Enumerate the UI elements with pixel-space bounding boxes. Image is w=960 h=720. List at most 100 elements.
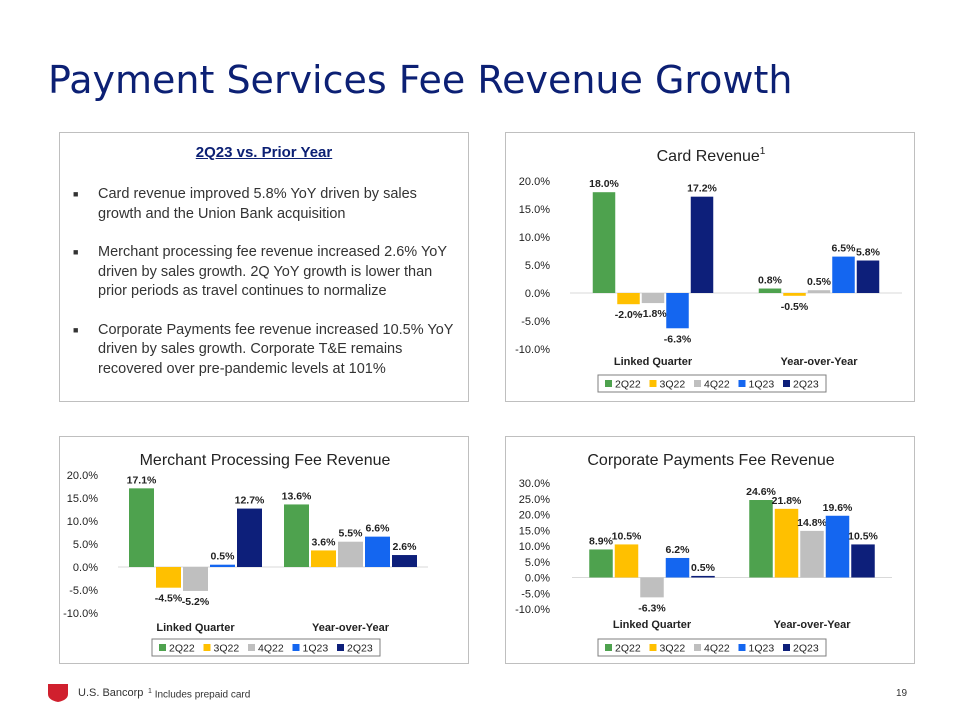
square-bullet-icon: ■: [73, 189, 79, 199]
chart-title: Corporate Payments Fee Revenue: [587, 452, 834, 469]
category-label: Linked Quarter: [613, 619, 692, 631]
data-label: 10.5%: [848, 530, 878, 542]
legend-swatch-2q22: [605, 380, 612, 387]
category-label: Year-over-Year: [773, 619, 851, 631]
data-label: 12.7%: [235, 495, 265, 507]
y-tick-label: 0.0%: [73, 562, 98, 574]
y-tick-label: 20.0%: [519, 510, 550, 522]
data-label: 24.6%: [746, 486, 776, 498]
legend-swatch-2q22: [605, 644, 612, 651]
data-label: 6.6%: [366, 523, 391, 535]
card-revenue-chart: Card Revenue1 20.0% 15.0% 10.0% 5.0% 0.0% -5.0…: [515, 146, 902, 393]
data-label: -2.0%: [615, 309, 643, 321]
bar-2q22: [589, 549, 613, 578]
bar-1q23: [666, 293, 689, 329]
y-tick-label: 25.0%: [519, 494, 550, 506]
legend-swatch-3q22: [203, 644, 211, 651]
summary-bullet-text: Card revenue improved 5.8% YoY driven by…: [98, 186, 417, 222]
data-label: 10.5%: [612, 530, 642, 542]
y-tick-label: 5.0%: [525, 260, 550, 272]
us-bancorp-shield-icon: [48, 684, 68, 702]
bar-2q22: [592, 192, 616, 293]
bar-3q22: [614, 544, 639, 578]
data-label: -4.5%: [155, 593, 183, 605]
data-label: -6.3%: [638, 602, 666, 614]
card-revenue-chart-panel: Card Revenue1 20.0% 15.0% 10.0% 5.0% 0.0% -5.0…: [505, 132, 915, 402]
footnote-text: Includes prepaid card: [154, 689, 251, 701]
bar-2q23: [851, 544, 875, 578]
bar-4q22: [641, 293, 665, 304]
summary-bullet-text: Merchant processing fee revenue increase…: [98, 244, 447, 299]
summary-box: 2Q23 vs. Prior Year ■ Card revenue improv…: [59, 132, 469, 402]
page-title: Payment Services Fee Revenue Growth: [48, 58, 793, 102]
bar-2q23: [856, 260, 880, 293]
merchant-processing-chart: Merchant Processing Fee Revenue 20.0% 15.0…: [63, 452, 428, 657]
bar-4q22: [640, 577, 664, 598]
category-label: Linked Quarter: [156, 622, 235, 634]
data-label: 0.5%: [807, 276, 832, 288]
legend-label: 2Q23: [793, 643, 819, 655]
data-label: 17.1%: [127, 474, 157, 486]
legend-label: 4Q22: [258, 643, 284, 655]
y-tick-label: 20.0%: [519, 176, 550, 188]
merchant-processing-chart-panel: Merchant Processing Fee Revenue 20.0% 15.0…: [59, 436, 469, 664]
y-tick-label: 10.0%: [519, 541, 550, 553]
bar-3q22: [774, 508, 799, 578]
summary-heading: 2Q23 vs. Prior Year: [195, 144, 333, 161]
legend-label: 3Q22: [660, 643, 686, 655]
corporate-payments-chart: Corporate Payments Fee Revenue 30.0% 25.0%…: [515, 452, 892, 657]
data-label: 8.9%: [589, 535, 614, 547]
bar-4q22: [807, 290, 831, 293]
chart-title-superscript: 1: [760, 146, 766, 157]
chart-title: Card Revenue1: [657, 146, 766, 165]
legend-swatch-2q22: [159, 644, 166, 651]
y-tick-label: 10.0%: [67, 516, 98, 528]
data-label: 0.8%: [758, 275, 783, 287]
category-label: Year-over-Year: [780, 356, 858, 368]
legend-box: [597, 374, 827, 393]
bar-1q23: [665, 557, 690, 578]
legend-label: 1Q23: [303, 643, 329, 655]
bar-2q23: [392, 555, 417, 567]
legend-label: 2Q23: [347, 643, 373, 655]
data-label: 0.5%: [211, 551, 236, 563]
data-label: -0.5%: [781, 301, 809, 313]
bar-2q22: [284, 504, 309, 567]
legend-label: 2Q23: [793, 379, 819, 391]
legend-swatch-1q23: [292, 644, 300, 651]
legend-swatch-4q22: [694, 380, 701, 387]
category-label: Linked Quarter: [614, 356, 693, 368]
data-label: 19.6%: [823, 502, 853, 514]
legend-label: 1Q23: [749, 643, 775, 655]
bar-1q23: [210, 564, 235, 567]
legend-swatch-2q23: [783, 380, 790, 387]
data-label: 21.8%: [772, 495, 802, 507]
y-tick-label: -5.0%: [69, 585, 98, 597]
bar-2q23: [690, 196, 714, 293]
y-tick-label: 5.0%: [525, 557, 550, 569]
bar-3q22: [783, 293, 806, 296]
y-tick-label: 10.0%: [519, 232, 550, 244]
bar-4q22: [183, 567, 208, 591]
legend-swatch-3q22: [649, 380, 657, 387]
legend-label: 2Q22: [615, 643, 641, 655]
data-label: 18.0%: [589, 178, 619, 190]
chart-title: Merchant Processing Fee Revenue: [140, 452, 391, 469]
legend-swatch-1q23: [738, 644, 746, 651]
legend-swatch-2q23: [337, 644, 344, 651]
data-label: 0.5%: [691, 562, 716, 574]
summary-bullet-list: ■ Card revenue improved 5.8% YoY driven b…: [70, 185, 462, 398]
data-label: 5.8%: [856, 247, 881, 259]
summary-bullet-text: Corporate Payments fee revenue increased…: [98, 321, 454, 377]
square-bullet-icon: ■: [73, 247, 79, 257]
data-label: 5.5%: [339, 528, 364, 540]
y-tick-label: -10.0%: [63, 608, 98, 620]
y-tick-label: 0.0%: [525, 288, 550, 300]
data-label: 17.2%: [687, 183, 717, 195]
legend-swatch-3q22: [649, 644, 657, 651]
bar-1q23: [832, 256, 855, 293]
bar-1q23: [365, 536, 390, 567]
legend-label: 3Q22: [214, 643, 240, 655]
legend-label: 1Q23: [749, 379, 775, 391]
bar-4q22: [338, 541, 363, 567]
